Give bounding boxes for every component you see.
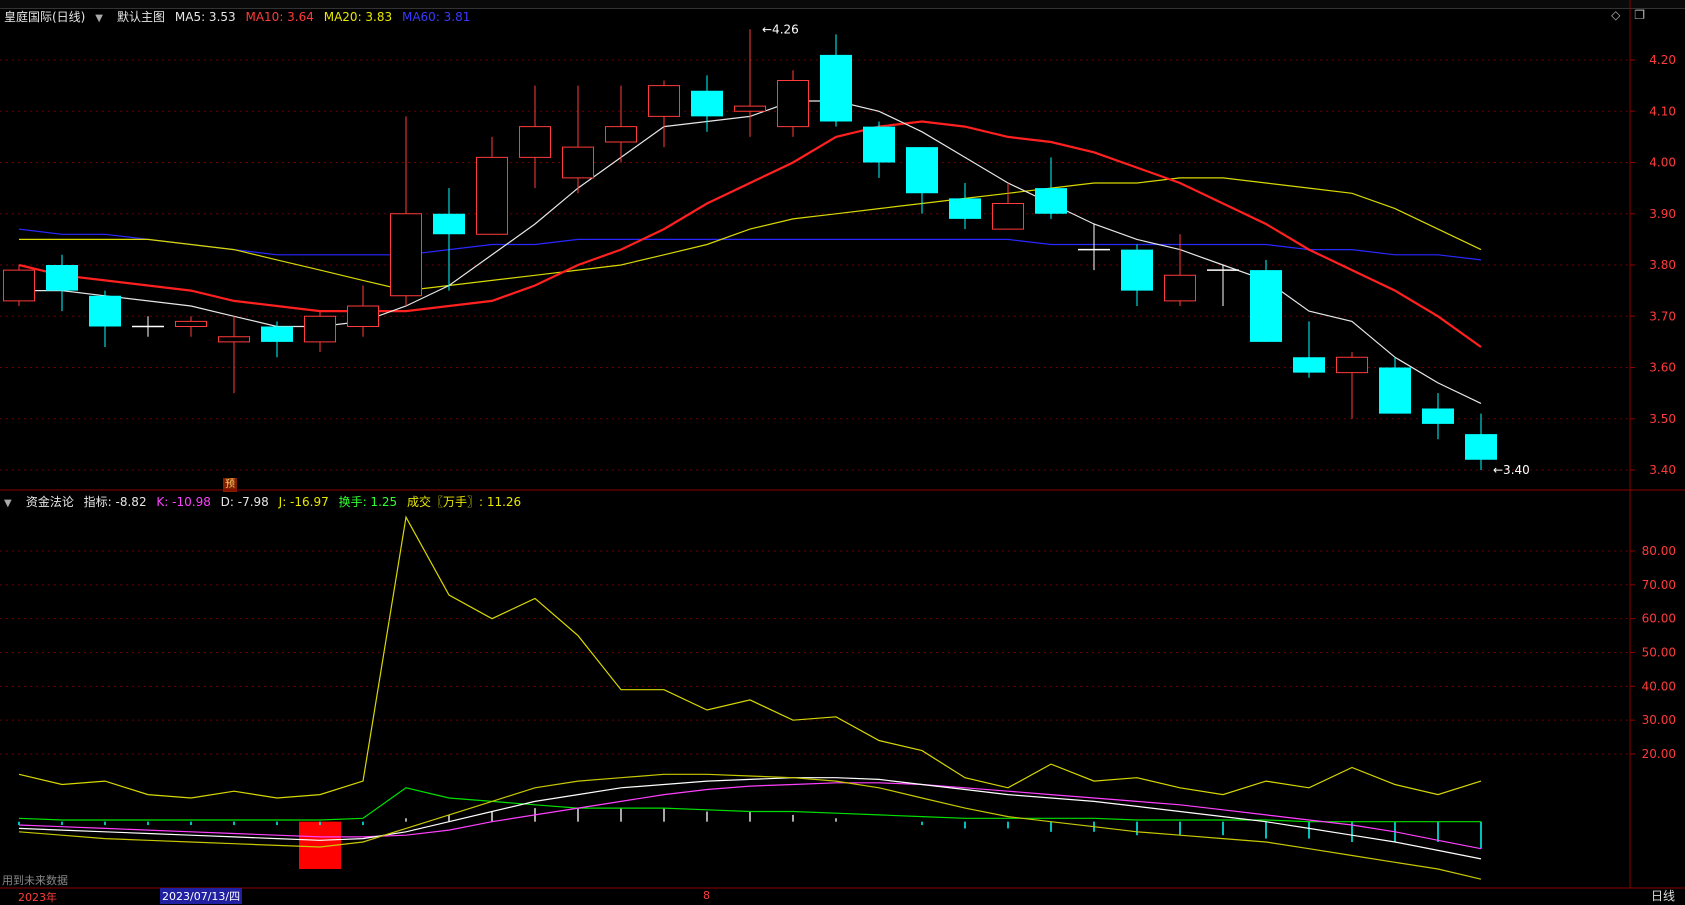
y-tick-label: 4.00 — [1649, 156, 1676, 170]
candle-body — [648, 85, 680, 117]
indicator-line-k — [18, 777, 1482, 860]
candle-body — [605, 126, 637, 143]
y-tick-label: 3.80 — [1649, 258, 1676, 272]
candle-body — [562, 146, 594, 179]
y-tick-label: 4.20 — [1649, 53, 1676, 67]
y-tick-label: 50.00 — [1642, 646, 1676, 660]
candle-body — [1465, 434, 1497, 460]
indicator-line-j — [18, 773, 1482, 880]
candle-body — [1336, 356, 1368, 374]
j-value: J: -16.97 — [278, 495, 329, 509]
candle-body — [949, 198, 981, 219]
ma10-value: MA10: 3.64 — [245, 10, 314, 24]
candle-body — [734, 105, 766, 112]
volume-value: 成交〖万手〗: 11.26 — [406, 495, 522, 509]
candle-body — [89, 295, 121, 327]
month-label: 8 — [703, 889, 710, 902]
chevron-down-icon[interactable]: ▼ — [95, 13, 103, 24]
cursor-date: 2023/07/13/四 — [160, 888, 243, 904]
candle-body — [777, 80, 809, 128]
indicator-line-green — [18, 787, 1481, 823]
y-tick-label: 20.00 — [1642, 747, 1676, 761]
indicator-value: 指标: -8.82 — [83, 495, 147, 509]
candle-body — [1293, 357, 1325, 373]
ma60-value: MA60: 3.81 — [401, 10, 471, 24]
price-annotation: ←3.40 — [1493, 463, 1530, 477]
ma-line-ma20 — [19, 177, 1482, 292]
indicator-name[interactable]: 资金法论 — [25, 495, 74, 509]
y-tick-label: 30.00 — [1642, 713, 1676, 727]
diamond-icon[interactable]: ◇ — [1611, 8, 1621, 22]
ma-line-ma60 — [18, 228, 1482, 261]
y-tick-label: 70.00 — [1642, 578, 1676, 592]
ma20-value: MA20: 3.83 — [323, 10, 393, 24]
main-chart-header: 皇庭国际(日线) ▼ 默认主图 MA5: 3.53 MA10: 3.64 MA2… — [4, 8, 476, 24]
y-tick-label: 3.60 — [1649, 361, 1676, 375]
candle-body — [433, 213, 465, 235]
signal-block — [299, 821, 341, 870]
window-controls: ◇ ❐ — [1601, 8, 1645, 22]
candle-body — [261, 326, 293, 342]
candle-body — [1121, 249, 1153, 291]
candle-body — [476, 156, 508, 235]
period-button[interactable]: 日线 — [1650, 889, 1675, 903]
sub-chart-header: ▼ 资金法论 指标: -8.82 K: -10.98 D: -7.98 J: -… — [4, 493, 527, 509]
y-tick-label: 40.00 — [1642, 679, 1676, 693]
forecast-marker: 预 — [223, 478, 237, 492]
stock-name[interactable]: 皇庭国际(日线) — [4, 10, 86, 24]
year-label: 2023年 — [18, 891, 57, 904]
candle-body — [1379, 367, 1411, 414]
candle-body — [175, 320, 207, 327]
candle-body — [46, 265, 78, 291]
candle-body — [820, 54, 852, 122]
ma-line-ma5 — [19, 100, 1482, 404]
y-tick-label: 4.10 — [1649, 104, 1676, 118]
candle-body — [347, 305, 379, 327]
indicator-line-huanshou_yellow — [18, 515, 1482, 799]
indicator-line-d — [18, 782, 1482, 850]
restore-window-icon[interactable]: ❐ — [1634, 8, 1645, 22]
top-toolbar — [0, 0, 1685, 9]
candle-body — [906, 147, 938, 194]
candle-body — [304, 315, 336, 343]
k-value: K: -10.98 — [156, 495, 211, 509]
y-tick-label: 3.50 — [1649, 412, 1676, 426]
candle-body — [519, 126, 551, 158]
y-tick-label: 60.00 — [1642, 612, 1676, 626]
chevron-down-icon[interactable]: ▼ — [4, 498, 12, 509]
candle-body — [1035, 188, 1067, 214]
ma5-value: MA5: 3.53 — [174, 10, 236, 24]
candle-body — [218, 336, 250, 343]
candle-body — [691, 90, 723, 117]
price-annotation: ←4.26 — [762, 22, 799, 36]
candle-body — [1422, 408, 1454, 424]
candle-body — [390, 213, 422, 297]
future-data-note: 用到未来数据 — [2, 874, 68, 887]
candle-body — [863, 126, 895, 163]
candle-body — [1164, 274, 1196, 302]
candle-body — [1250, 270, 1282, 342]
y-tick-label: 3.40 — [1649, 463, 1676, 477]
main-chart-label[interactable]: 默认主图 — [117, 10, 166, 24]
turnover-value: 换手: 1.25 — [338, 495, 398, 509]
candle-body — [3, 269, 35, 302]
y-tick-label: 80.00 — [1642, 544, 1676, 558]
ma-line-ma10 — [18, 120, 1482, 348]
candle-body — [992, 203, 1024, 230]
y-tick-label: 3.90 — [1649, 207, 1676, 221]
d-value: D: -7.98 — [220, 495, 269, 509]
y-tick-label: 3.70 — [1649, 309, 1676, 323]
